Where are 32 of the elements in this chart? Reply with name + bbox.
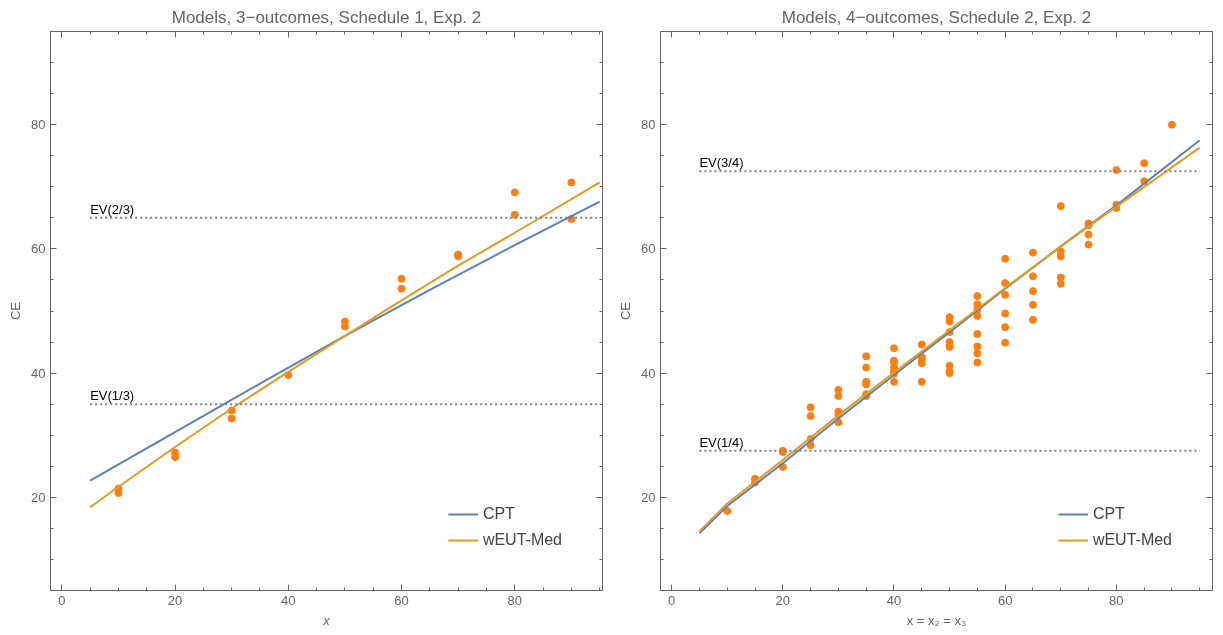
x-tick-label: 60 xyxy=(394,592,409,608)
y-axis-title: CE xyxy=(618,301,634,321)
x-tick-label: 0 xyxy=(668,592,676,608)
y-tick-label: 40 xyxy=(31,365,46,381)
x-tick-label: 0 xyxy=(58,592,66,608)
y-tick-label: 20 xyxy=(641,489,656,505)
x-tick-label: 80 xyxy=(1109,592,1124,608)
x-tick-label: 20 xyxy=(167,592,183,608)
ref-line-label: EV(3/4) xyxy=(699,155,744,171)
y-tick-label: 40 xyxy=(641,365,656,381)
x-tick-label: 80 xyxy=(507,592,522,608)
y-tick-label: 80 xyxy=(31,117,46,133)
y-tick-label: 20 xyxy=(31,489,46,505)
y-tick-label: 60 xyxy=(31,241,46,257)
legend-label: wEUT-Med xyxy=(1092,531,1172,549)
x-tick-label: 20 xyxy=(775,592,791,608)
y-tick-label: 80 xyxy=(641,117,656,133)
x-tick-label: 60 xyxy=(997,592,1013,608)
y-tick-label: 60 xyxy=(641,241,656,257)
x-tick-label: 40 xyxy=(886,592,902,608)
x-tick-label: 40 xyxy=(281,592,296,608)
y-axis-title: CE xyxy=(8,301,24,321)
ref-line-label: EV(1/3) xyxy=(90,388,135,404)
legend-label: CPT xyxy=(1092,505,1125,523)
ref-line-label: EV(1/4) xyxy=(699,434,744,450)
x-axis-title: x xyxy=(322,612,331,628)
x-axis-title: x = x₂ = x₃ xyxy=(906,612,967,628)
chart-title: Models, 3−outcomes, Schedule 1, Exp. 2 xyxy=(171,7,482,27)
chart-title: Models, 4−outcomes, Schedule 2, Exp. 2 xyxy=(781,7,1092,27)
legend-label: wEUT-Med xyxy=(482,531,562,549)
legend-label: CPT xyxy=(482,505,515,523)
ref-line-label: EV(2/3) xyxy=(90,201,135,217)
